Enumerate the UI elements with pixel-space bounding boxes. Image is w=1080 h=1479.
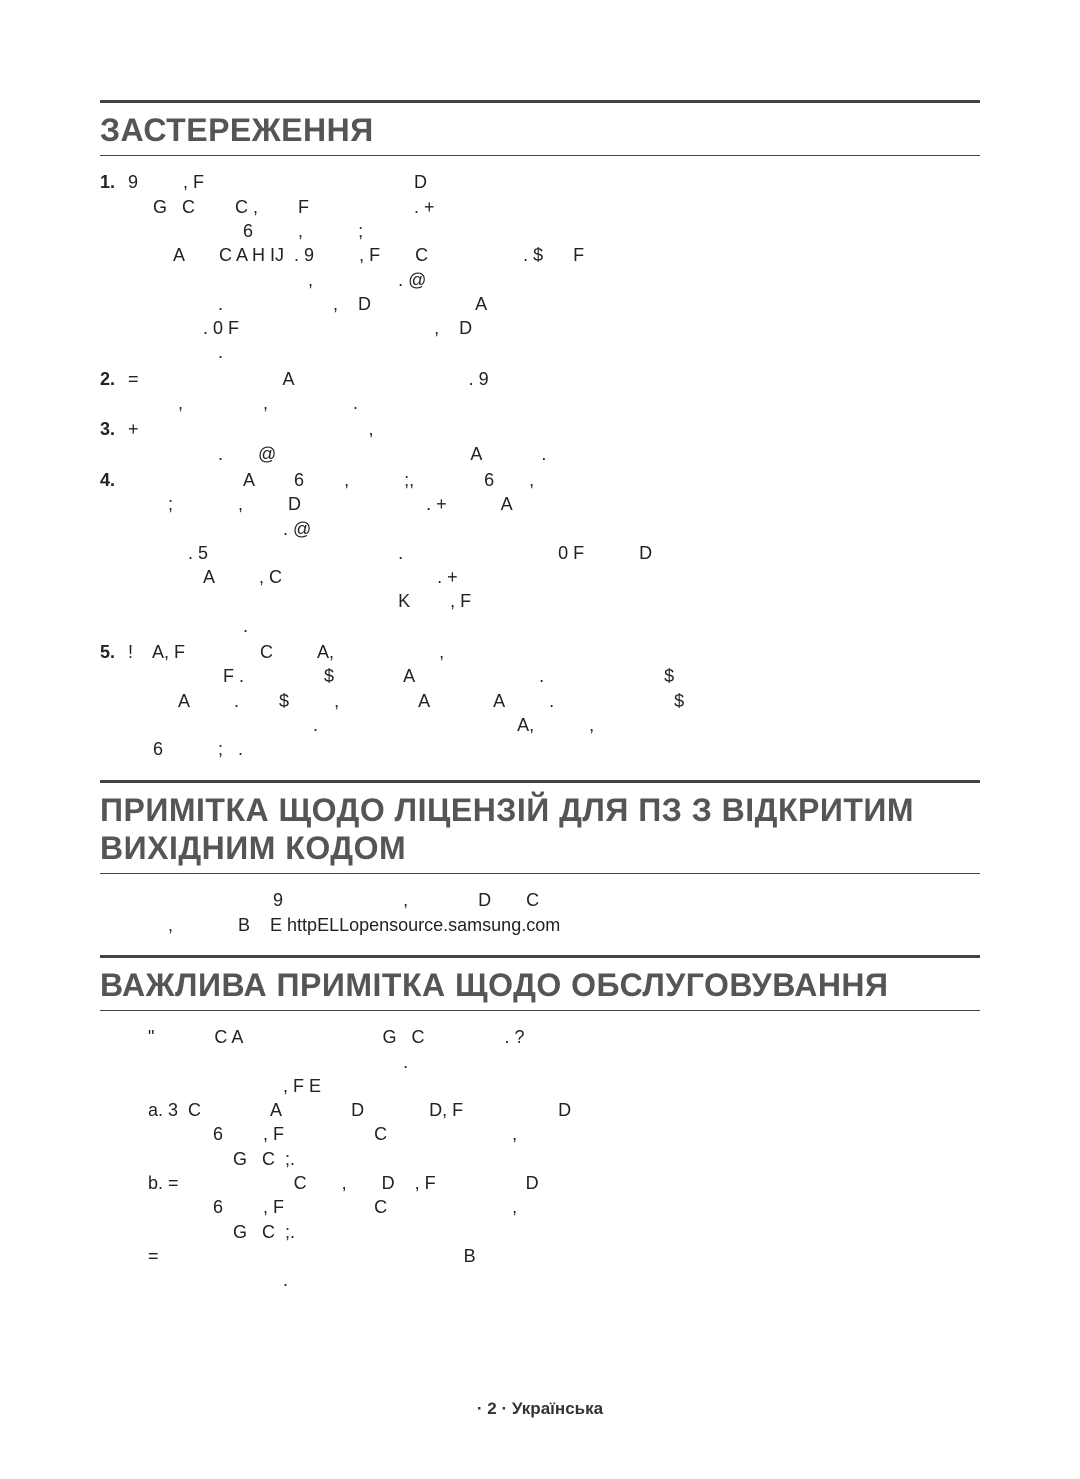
heading-opensource: ПРИМІТКА ЩОДО ЛІЦЕНЗІЙ ДЛЯ ПЗ З ВІДКРИТИ… (100, 791, 980, 868)
warning-item-3: + , . @ A . (100, 417, 980, 466)
warning-item-4: A 6 , ;, 6 , ; , D . + A . @ . 5 (100, 468, 980, 638)
warning-item-2: = A . 9 , , . (100, 367, 980, 416)
rule-under-3 (100, 1010, 980, 1011)
opensource-body: 9 , D C , B E httpELLopensource.samsung.… (100, 888, 980, 937)
warning-text-3: + , . @ A . (128, 419, 546, 463)
rule-top-3 (100, 955, 980, 958)
warning-text-2: = A . 9 , , . (128, 369, 489, 413)
heading-service: ВАЖЛИВА ПРИМІТКА ЩОДО ОБСЛУГОВУВАННЯ (100, 966, 980, 1004)
warning-item-5: ! A, F C A, , F . $ A . $ A . $ (100, 640, 980, 761)
warning-text-1: 9 , F D G C C , F . + 6 , ; A C A H IJ .… (128, 172, 584, 362)
heading-warnings: ЗАСТЕРЕЖЕННЯ (100, 111, 980, 149)
warning-text-4: A 6 , ;, 6 , ; , D . + A . @ . 5 (128, 470, 652, 636)
warning-text-5: ! A, F C A, , F . $ A . $ A . $ (128, 642, 684, 759)
rule-under-1 (100, 155, 980, 156)
rule-under-2 (100, 873, 980, 874)
warning-item-1: 9 , F D G C C , F . + 6 , ; A C A H IJ .… (100, 170, 980, 364)
rule-top-1 (100, 100, 980, 103)
page-footer: · 2 · Українська (0, 1399, 1080, 1419)
service-body: " C A G C . ? . , F E a. 3 C A (100, 1025, 980, 1292)
rule-top-2 (100, 780, 980, 783)
warnings-list: 9 , F D G C C , F . + 6 , ; A C A H IJ .… (100, 170, 980, 761)
